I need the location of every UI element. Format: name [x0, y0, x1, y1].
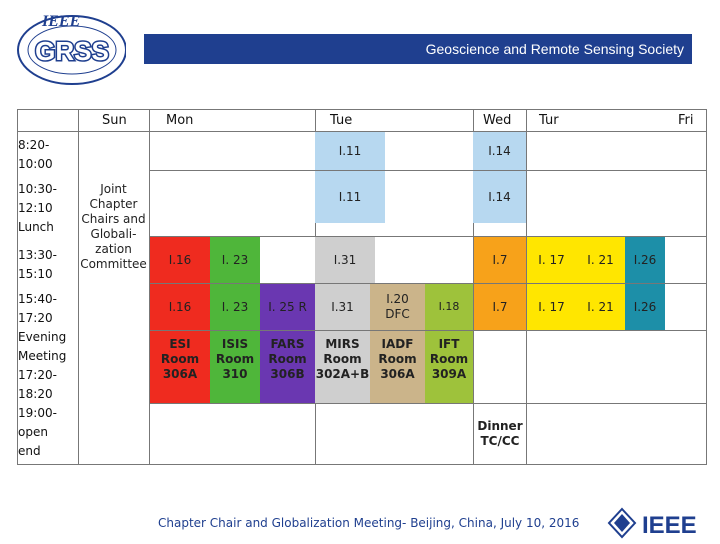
title-banner: Geoscience and Remote Sensing Society — [144, 34, 692, 64]
session-r3-tur-3: I.26 — [625, 237, 665, 283]
session-r4-tue-1: I.31 — [315, 284, 370, 330]
day-header-fri: Fri — [678, 113, 694, 128]
session-r3-tur-2: I. 21 — [576, 237, 625, 283]
time-slot-4: 15:40- 17:20 Evening Meeting 17:20- 18:2… — [18, 292, 67, 458]
session-r2-tue: I.11 — [315, 171, 385, 223]
dinner-cell: Dinner TC/CC — [477, 419, 523, 448]
session-r4-tur-2: I. 21 — [576, 284, 625, 330]
logo-grss-text: GRSS — [35, 36, 109, 66]
session-r2-wed: I.14 — [473, 171, 526, 223]
time-slot-1: 8:20- 10:00 — [18, 138, 53, 171]
session-r4-mon-3: I. 25 R — [260, 284, 315, 330]
session-r4-wed: I.7 — [474, 284, 526, 330]
room-ift: IFT Room 309A — [425, 331, 473, 403]
room-mirs: MIRS Room 302A+B — [315, 331, 370, 403]
time-slot-3: 13:30- 15:10 — [18, 248, 57, 281]
ieee-logo: IEEE — [606, 506, 714, 540]
sunday-session: Joint Chapter Chairs and Globali- zation… — [80, 181, 147, 271]
session-r4-tue-2: I.20 DFC — [370, 284, 425, 330]
ieee-logo-text: IEEE — [642, 512, 697, 539]
banner-title: Geoscience and Remote Sensing Society — [425, 41, 684, 57]
session-r3-wed: I.7 — [474, 237, 526, 283]
room-isis: ISIS Room 310 — [210, 331, 260, 403]
session-r3-mon-1: I.16 — [150, 237, 210, 283]
session-r4-tur-3: I.26 — [625, 284, 665, 330]
grss-logo: IEEE GRSS — [8, 8, 127, 88]
day-header-wed: Wed — [483, 113, 512, 128]
day-header-sun: Sun — [102, 113, 127, 128]
session-r1-tue: I.11 — [315, 132, 385, 170]
day-header-mon: Mon — [166, 113, 194, 128]
session-r3-mon-2: I. 23 — [210, 237, 260, 283]
day-header-tur: Tur — [539, 113, 559, 128]
session-r4-tur-1: I. 17 — [527, 284, 576, 330]
footer-caption: Chapter Chair and Globalization Meeting-… — [158, 516, 580, 530]
session-r3-tur-1: I. 17 — [527, 237, 576, 283]
session-r1-wed: I.14 — [473, 132, 526, 170]
room-fars: FARS Room 306B — [260, 331, 315, 403]
day-header-tue: Tue — [330, 113, 353, 128]
room-esi: ESI Room 306A — [150, 331, 210, 403]
session-r4-mon-2: I. 23 — [210, 284, 260, 330]
session-r4-mon-1: I.16 — [150, 284, 210, 330]
session-r4-tue-3: I.18 — [425, 284, 473, 330]
logo-ieee-text: IEEE — [41, 13, 80, 30]
room-iadf: IADF Room 306A — [370, 331, 425, 403]
time-slot-2: 10:30- 12:10 Lunch — [18, 182, 57, 234]
session-r3-tue: I.31 — [315, 237, 375, 283]
